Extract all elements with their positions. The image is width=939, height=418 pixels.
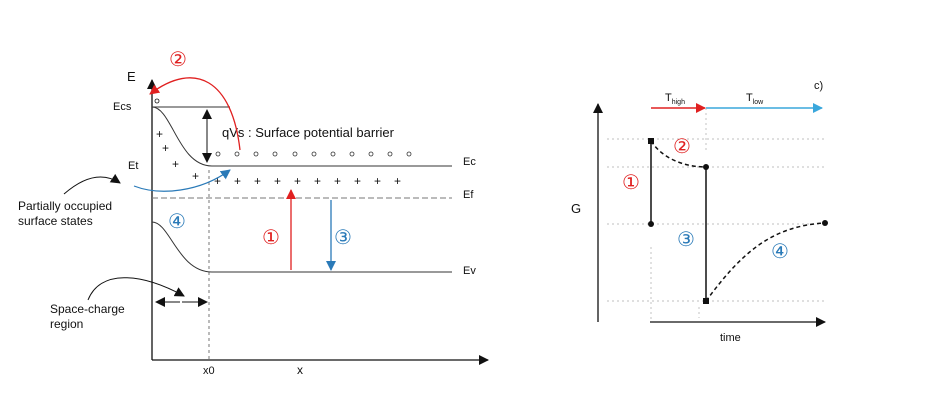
band-diagram: E x x0 Ecs Ec Ef Ev qVs : Surface potent… [18, 47, 489, 377]
g-process-1-label: ① [622, 170, 640, 194]
surface-states-pointer [63, 173, 121, 195]
et-label: Et [128, 160, 138, 172]
process-3-label: ③ [334, 225, 352, 249]
ecs-label: Ecs [113, 101, 132, 113]
time-axis-label: time [720, 332, 741, 344]
g-process-2-label: ② [673, 134, 691, 158]
point-end [822, 220, 828, 226]
g-axis-label: G [571, 201, 581, 216]
svg-text:+: + [214, 174, 221, 188]
conduction-electrons [215, 151, 412, 157]
g-process-3-label: ③ [677, 227, 695, 251]
position-axis-label: x [297, 363, 303, 377]
panel-label: c) [814, 80, 823, 92]
step-4-recovery [705, 222, 826, 302]
ionized-donors: + + + + + + + + + + [214, 174, 401, 188]
step-2-decay [650, 140, 707, 168]
svg-text:+: + [354, 174, 361, 188]
guide-lines [607, 108, 825, 322]
svg-text:+: + [314, 174, 321, 188]
trapping-arrow [133, 169, 231, 192]
energy-axis-label: E [127, 69, 136, 84]
t-low-label: Tlow [746, 92, 764, 106]
valence-band [151, 221, 452, 273]
space-charge-pointer [87, 277, 185, 301]
ev-label: Ev [463, 265, 476, 277]
svg-text:+: + [254, 174, 261, 188]
svg-text:+: + [394, 174, 401, 188]
conductance-plot: c) Thigh Tlow G time [571, 80, 828, 344]
emission-arrow [149, 77, 241, 151]
ef-label: Ef [463, 189, 474, 201]
svg-text:+: + [162, 141, 169, 155]
point-switch [703, 164, 709, 170]
x0-label: x0 [203, 365, 215, 377]
space-charge-label-line1: Space-charge [50, 302, 125, 316]
conduction-band [151, 106, 452, 167]
point-peak [648, 138, 654, 144]
svg-text:+: + [156, 127, 163, 141]
ec-label: Ec [463, 156, 476, 168]
point-min [703, 298, 709, 304]
g-process-4-label: ④ [771, 239, 789, 263]
svg-text:+: + [334, 174, 341, 188]
point-start [648, 221, 654, 227]
svg-text:+: + [374, 174, 381, 188]
process-1-label: ① [262, 225, 280, 249]
svg-text:+: + [294, 174, 301, 188]
svg-text:+: + [172, 157, 179, 171]
space-charge-label-line2: region [50, 317, 83, 331]
svg-text:+: + [234, 174, 241, 188]
surface-states-label-line2: surface states [18, 214, 93, 228]
svg-text:+: + [274, 174, 281, 188]
process-4-label: ④ [168, 209, 186, 233]
surface-electron [154, 98, 160, 104]
process-2-label: ② [169, 47, 187, 71]
t-high-label: Thigh [665, 92, 685, 106]
svg-text:+: + [192, 169, 199, 183]
depletion-charges: + + + + [156, 127, 199, 183]
barrier-label: qVs : Surface potential barrier [222, 125, 395, 140]
surface-states-label-line1: Partially occupied [18, 199, 112, 213]
